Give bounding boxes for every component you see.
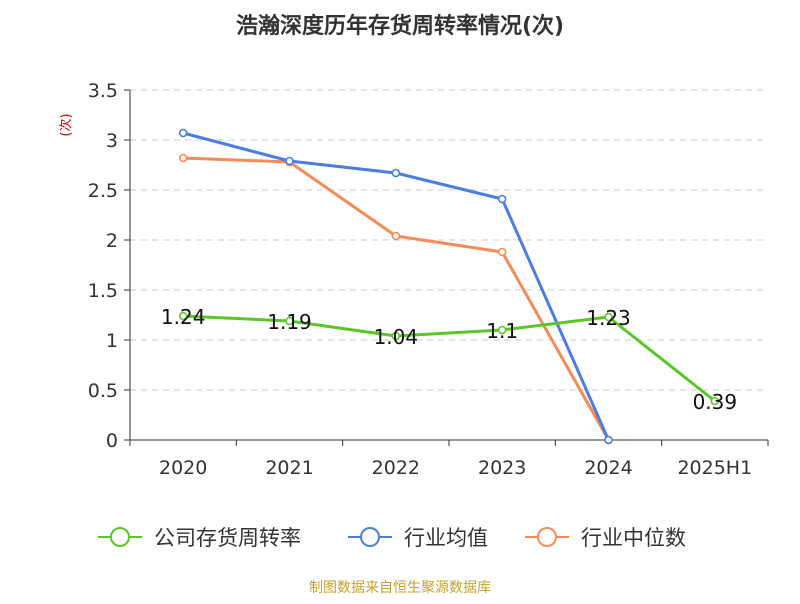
series-layer [178,128,720,445]
y-tick-label: 1.5 [88,280,118,302]
y-tick-label: 1 [106,330,118,352]
data-point [391,231,401,241]
y-tick-label: 3.5 [88,80,118,102]
y-tick-label: 0 [106,430,118,452]
legend-marker [110,527,130,547]
axis-layer: 0 0.5 1 1.5 2 2.5 3 3.5 2020 2021 2022 2023 2024 2025… [88,80,769,479]
legend-marker [537,527,557,547]
legend-label: 行业中位数 [581,526,686,550]
data-point [604,435,613,445]
data-point [285,316,294,326]
x-tick-label: 2023 [478,457,526,479]
series-line [182,131,610,441]
data-label: 1.1 [486,319,518,343]
data-label: 1.23 [586,306,631,330]
data-label: 1.24 [161,305,206,329]
series-line [183,314,716,403]
data-point [178,153,188,163]
y-tick-label: 0.5 [88,380,118,402]
x-tick-label: 2025H1 [677,457,752,479]
data-point [285,156,294,166]
data-label: 0.39 [693,390,738,414]
data-point [391,331,401,341]
data-point [178,311,188,321]
label-layer: 1.24 1.19 1.04 1.1 1.23 0.39 [161,305,737,414]
data-point [604,312,613,322]
data-point [497,247,507,257]
data-point [710,396,720,406]
legend-label: 公司存货周转率 [154,526,301,550]
data-label: 1.04 [374,325,419,349]
legend: 公司存货周转率 行业均值 行业中位数 [98,526,686,550]
legend-label: 行业均值 [404,526,488,550]
source-note: 制图数据来自恒生聚源数据库 [309,580,491,596]
grid-layer [130,89,768,391]
y-axis-label: (次) [58,113,74,136]
chart-title: 浩瀚深度历年存货周转率情况(次) [236,13,564,39]
y-tick-label: 3 [106,130,118,152]
data-point [497,194,507,204]
legend-marker [360,527,380,547]
x-tick-label: 2020 [159,457,207,479]
x-tick-label: 2022 [372,457,420,479]
y-tick-label: 2 [106,230,118,252]
data-label: 1.19 [267,310,312,334]
x-tick-label: 2021 [265,457,313,479]
data-point [497,325,507,335]
data-point [178,128,188,138]
y-tick-label: 2.5 [88,180,118,202]
data-point [391,168,401,178]
x-tick-label: 2024 [584,457,632,479]
